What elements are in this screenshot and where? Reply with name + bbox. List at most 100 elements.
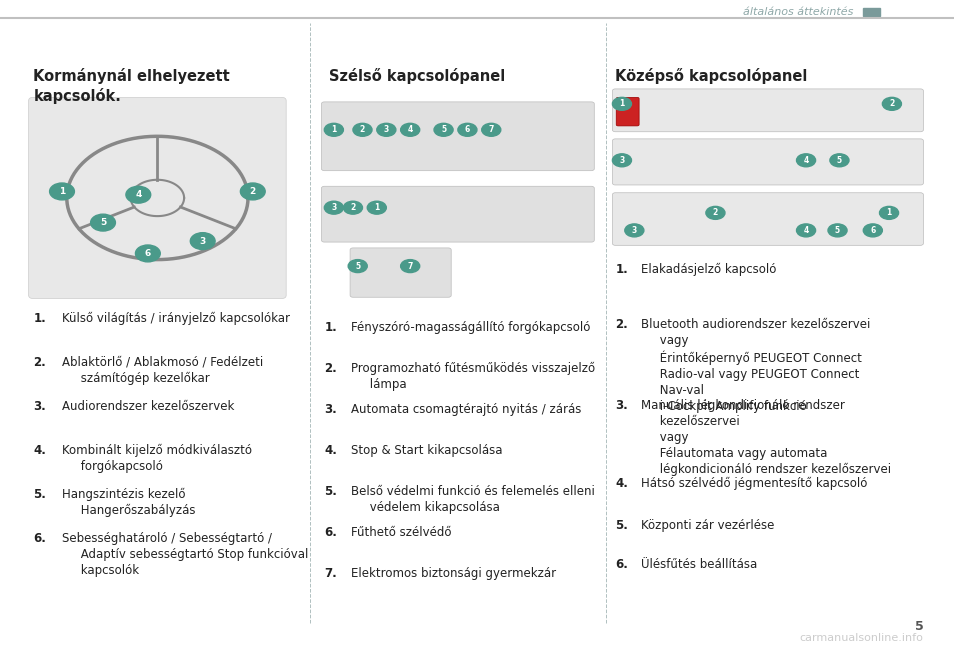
Text: 3.: 3.	[324, 403, 337, 416]
Circle shape	[863, 224, 882, 237]
Text: 4: 4	[804, 156, 808, 165]
Circle shape	[324, 201, 344, 214]
Text: 4.: 4.	[324, 444, 337, 457]
Circle shape	[324, 123, 344, 136]
Circle shape	[376, 123, 396, 136]
Text: 1: 1	[886, 208, 892, 217]
Circle shape	[482, 123, 501, 136]
Text: 2: 2	[889, 99, 895, 108]
Text: 4: 4	[135, 190, 141, 199]
Text: 4: 4	[804, 226, 808, 235]
FancyBboxPatch shape	[612, 193, 924, 245]
Circle shape	[126, 186, 151, 203]
Text: Külső világítás / irányjelző kapcsolókar: Külső világítás / irányjelző kapcsolókar	[62, 312, 290, 324]
Circle shape	[368, 201, 386, 214]
Text: Ülésfűtés beállítása: Ülésfűtés beállítása	[641, 558, 757, 571]
Text: 1: 1	[619, 99, 625, 108]
Circle shape	[797, 224, 816, 237]
Text: Programozható fűtésműködés visszajelző
     lámpa: Programozható fűtésműködés visszajelző l…	[351, 362, 595, 391]
Circle shape	[50, 183, 75, 200]
FancyBboxPatch shape	[612, 139, 924, 185]
Circle shape	[612, 154, 632, 167]
FancyBboxPatch shape	[350, 248, 451, 297]
Text: 4.: 4.	[34, 444, 46, 457]
Bar	[863, 8, 880, 16]
Text: 1.: 1.	[34, 312, 46, 324]
Text: Belső védelmi funkció és felemelés elleni
     védelem kikapcsolása: Belső védelmi funkció és felemelés ellen…	[351, 485, 595, 514]
Text: 4: 4	[408, 125, 413, 134]
Text: Elakadásjelző kapcsoló: Elakadásjelző kapcsoló	[641, 263, 777, 276]
Text: Elektromos biztonsági gyermekzár: Elektromos biztonsági gyermekzár	[351, 567, 556, 580]
FancyBboxPatch shape	[322, 102, 594, 171]
Text: Manuális légkondicionáló rendszer
     kezelőszervei
     vagy
     Félautomata : Manuális légkondicionáló rendszer kezelő…	[641, 399, 891, 476]
Circle shape	[797, 154, 816, 167]
Text: 1.: 1.	[615, 263, 628, 276]
Text: Sebességhatároló / Sebességtartó /
     Adaptív sebességtartó Stop funkcióval
  : Sebességhatároló / Sebességtartó / Adapt…	[62, 532, 308, 577]
Text: 5.: 5.	[34, 488, 46, 501]
Circle shape	[240, 183, 265, 200]
Text: 3: 3	[331, 203, 337, 212]
Text: Kormánynál elhelyezett
kapcsolók.: Kormánynál elhelyezett kapcsolók.	[34, 68, 230, 104]
Text: Audiorendszer kezelőszervek: Audiorendszer kezelőszervek	[62, 400, 234, 413]
Text: 2: 2	[250, 187, 256, 196]
Text: 3: 3	[384, 125, 389, 134]
Text: 5: 5	[835, 226, 840, 235]
Text: 5: 5	[100, 218, 107, 227]
Text: 5: 5	[915, 620, 924, 633]
Text: carmanualsonline.info: carmanualsonline.info	[800, 633, 924, 643]
Text: 1: 1	[374, 203, 379, 212]
Text: 1: 1	[59, 187, 65, 196]
Text: 5: 5	[441, 125, 446, 134]
Circle shape	[882, 97, 901, 110]
Text: 5: 5	[355, 262, 360, 271]
Text: Fényszóró-magasságállító forgókapcsoló: Fényszóró-magasságállító forgókapcsoló	[351, 321, 590, 334]
Circle shape	[344, 201, 363, 214]
Text: 2: 2	[350, 203, 355, 212]
Text: 5.: 5.	[615, 519, 628, 532]
Text: 3.: 3.	[615, 399, 628, 412]
Text: 5: 5	[837, 156, 842, 165]
Text: 6: 6	[870, 226, 876, 235]
Text: általános áttekintés: általános áttekintés	[743, 6, 853, 17]
Text: Fűthető szélvédő: Fűthető szélvédő	[351, 526, 451, 539]
Circle shape	[353, 123, 372, 136]
Text: 2: 2	[360, 125, 365, 134]
Text: Automata csomagtérajtó nyitás / zárás: Automata csomagtérajtó nyitás / zárás	[351, 403, 582, 416]
Text: 7: 7	[407, 262, 413, 271]
FancyBboxPatch shape	[616, 97, 639, 126]
Text: Központi zár vezérlése: Központi zár vezérlése	[641, 519, 775, 532]
Circle shape	[400, 260, 420, 273]
Text: Stop & Start kikapcsolása: Stop & Start kikapcsolása	[351, 444, 502, 457]
Text: 3.: 3.	[34, 400, 46, 413]
Text: 6: 6	[465, 125, 470, 134]
Circle shape	[828, 224, 847, 237]
Text: Középső kapcsolópanel: Középső kapcsolópanel	[615, 68, 807, 84]
Text: 7: 7	[489, 125, 494, 134]
Text: 1.: 1.	[324, 321, 337, 334]
Text: Hátsó szélvédő jégmentesítő kapcsoló: Hátsó szélvédő jégmentesítő kapcsoló	[641, 477, 868, 490]
Text: 6.: 6.	[34, 532, 46, 545]
Text: 2.: 2.	[34, 356, 46, 369]
Text: Kombinált kijelző módkiválasztó
     forgókapcsoló: Kombinált kijelző módkiválasztó forgókap…	[62, 444, 252, 473]
Text: 2.: 2.	[324, 362, 337, 375]
Text: Szélső kapcsolópanel: Szélső kapcsolópanel	[329, 68, 505, 84]
Circle shape	[90, 214, 115, 231]
Text: 6.: 6.	[324, 526, 337, 539]
Text: 6: 6	[145, 249, 151, 258]
Circle shape	[625, 224, 644, 237]
Circle shape	[135, 245, 160, 262]
FancyBboxPatch shape	[612, 89, 924, 132]
Circle shape	[400, 123, 420, 136]
Circle shape	[706, 206, 725, 219]
Text: 7.: 7.	[324, 567, 337, 580]
Circle shape	[612, 97, 632, 110]
Circle shape	[434, 123, 453, 136]
Text: Bluetooth audiorendszer kezelőszervei
     vagy
     Érintőképernyő PEUGEOT Conn: Bluetooth audiorendszer kezelőszervei va…	[641, 318, 871, 413]
Text: 2: 2	[713, 208, 718, 217]
Text: 5.: 5.	[324, 485, 337, 498]
Text: 2.: 2.	[615, 318, 628, 331]
FancyBboxPatch shape	[322, 186, 594, 242]
Circle shape	[458, 123, 477, 136]
Text: 1: 1	[331, 125, 337, 134]
Text: 3: 3	[619, 156, 625, 165]
